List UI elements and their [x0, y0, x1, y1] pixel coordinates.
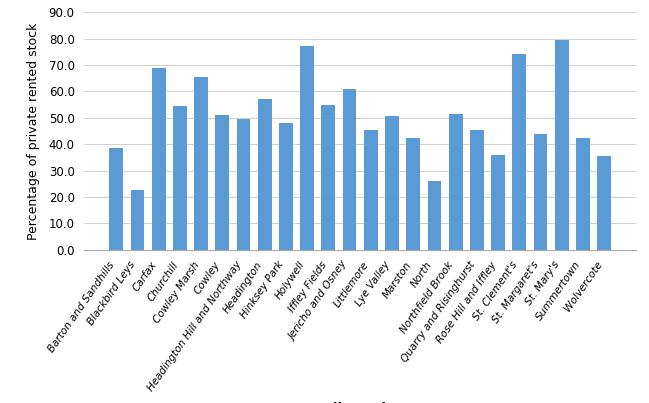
- Bar: [597, 156, 611, 250]
- Bar: [533, 134, 547, 250]
- X-axis label: Council ward areas: Council ward areas: [286, 402, 435, 403]
- Bar: [173, 106, 187, 250]
- Bar: [428, 181, 441, 250]
- Bar: [343, 89, 356, 250]
- Bar: [194, 77, 208, 250]
- Y-axis label: Percentage of private rented stock: Percentage of private rented stock: [27, 22, 40, 240]
- Bar: [555, 40, 569, 250]
- Bar: [152, 68, 165, 250]
- Bar: [110, 148, 123, 250]
- Bar: [364, 130, 378, 250]
- Bar: [258, 99, 272, 250]
- Bar: [406, 137, 420, 250]
- Bar: [576, 137, 590, 250]
- Bar: [237, 119, 251, 250]
- Bar: [300, 46, 314, 250]
- Bar: [491, 155, 505, 250]
- Bar: [279, 123, 293, 250]
- Bar: [321, 104, 336, 250]
- Bar: [470, 130, 484, 250]
- Bar: [385, 116, 399, 250]
- Bar: [130, 190, 145, 250]
- Bar: [448, 114, 463, 250]
- Bar: [215, 115, 229, 250]
- Bar: [512, 54, 526, 250]
